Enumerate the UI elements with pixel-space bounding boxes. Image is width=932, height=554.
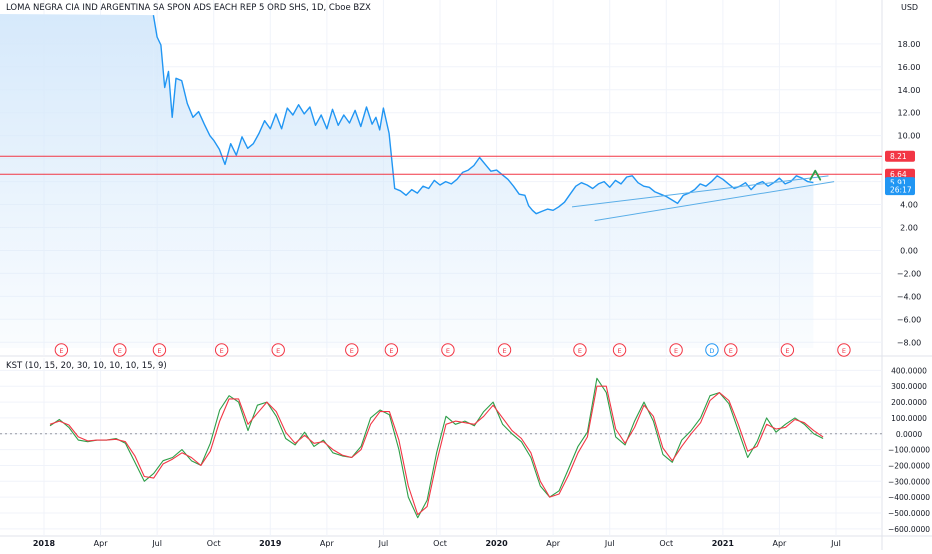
event-marker-label: E (157, 347, 161, 355)
kst-tick-label: −500.0000 (888, 509, 930, 518)
event-marker (113, 343, 127, 357)
price-tick-label: 18.00 (898, 40, 921, 49)
event-marker-label: E (220, 347, 224, 355)
kst-tick-label: −300.0000 (888, 477, 930, 486)
price-tick-label: −6.00 (897, 315, 922, 324)
price-badge-label: 5.91 (890, 179, 907, 188)
kst-tick-label: 300.0000 (891, 382, 927, 391)
time-tick-label: Apr (773, 539, 788, 548)
price-badge-label: 6.64 (890, 170, 907, 179)
price-badge-label: 26:17 (890, 186, 912, 195)
indicator-title: KST (10, 15, 20, 30, 10, 10, 10, 15, 9) (6, 361, 167, 371)
kst-tick-label: −600.0000 (888, 525, 930, 534)
event-marker-label: E (389, 347, 393, 355)
event-marker-label: E (578, 347, 582, 355)
price-tick-label: −4.00 (897, 292, 922, 301)
price-badge (885, 184, 915, 196)
price-area-fill-left (0, 14, 154, 348)
event-marker (152, 343, 167, 357)
price-tick-label: 2.00 (900, 223, 918, 232)
channel-line (571, 175, 829, 208)
event-marker-label: E (118, 347, 122, 355)
chart-title: LOMA NEGRA CIA IND ARGENTINA SA SPON ADS… (6, 3, 371, 13)
kst-tick-label: 200.0000 (891, 398, 927, 407)
price-line (152, 14, 814, 215)
event-marker (837, 343, 851, 357)
kst-tick-label: 400.0000 (891, 366, 927, 375)
event-marker-label: E (59, 347, 63, 355)
time-tick-label: Oct (659, 539, 673, 548)
kst-signal-line (49, 385, 824, 516)
price-badge (885, 150, 915, 162)
event-marker-label: E (785, 347, 789, 355)
kst-tick-label: 0.0000 (896, 430, 922, 439)
kst-tick-label: −400.0000 (888, 493, 930, 502)
event-marker-label: E (842, 347, 846, 355)
event-marker (573, 343, 587, 357)
kst-tick-label: 100.0000 (891, 414, 927, 423)
price-tick-label: 0.00 (900, 246, 918, 255)
up-arrow-drawing (809, 169, 822, 181)
event-marker-label: E (502, 347, 506, 355)
event-marker (441, 343, 455, 357)
event-marker (612, 343, 627, 357)
price-badge (885, 168, 915, 180)
time-tick-label: Oct (433, 539, 447, 548)
event-marker (384, 343, 399, 357)
event-marker (271, 343, 285, 357)
event-marker (724, 343, 738, 357)
price-tick-label: 4.00 (900, 201, 918, 210)
time-tick-label: 2019 (259, 539, 282, 548)
event-marker-label: D (709, 347, 714, 355)
time-tick-label: 2020 (485, 539, 508, 548)
time-tick-label: Apr (94, 539, 109, 548)
time-tick-label: Jul (604, 539, 615, 548)
price-badge-label: 8.21 (890, 152, 907, 161)
event-marker (54, 343, 69, 357)
event-marker (345, 343, 359, 357)
time-tick-label: Jul (151, 539, 162, 548)
event-marker (705, 343, 719, 357)
price-area-fill (153, 15, 814, 348)
price-tick-label: 12.00 (898, 109, 921, 118)
price-tick-label: 10.00 (898, 132, 921, 141)
price-tick-label: −2.00 (897, 269, 922, 278)
price-tick-label: −8.00 (897, 338, 922, 347)
time-tick-label: 2018 (33, 539, 56, 548)
event-marker-label: E (729, 347, 733, 355)
time-tick-label: Apr (546, 539, 561, 548)
kst-tick-label: −100.0000 (888, 446, 930, 455)
event-marker-label: E (276, 347, 280, 355)
price-tick-label: 14.00 (898, 86, 921, 95)
event-marker (669, 343, 683, 357)
event-marker-label: E (350, 347, 354, 355)
price-tick-label: 16.00 (898, 63, 921, 72)
time-tick-label: Jul (830, 539, 841, 548)
currency-label: USD (901, 3, 919, 12)
event-marker (780, 343, 795, 357)
event-marker-label: E (674, 347, 678, 355)
time-tick-label: Jul (378, 539, 389, 548)
event-marker-label: E (617, 347, 621, 355)
time-tick-label: Oct (207, 539, 221, 548)
kst-line (49, 377, 824, 519)
time-tick-label: 2021 (712, 539, 735, 548)
time-tick-label: Apr (320, 539, 335, 548)
event-marker-label: E (446, 347, 450, 355)
kst-tick-label: −200.0000 (888, 461, 930, 470)
event-marker (214, 343, 229, 357)
channel-line (594, 181, 835, 222)
event-marker (497, 343, 512, 357)
